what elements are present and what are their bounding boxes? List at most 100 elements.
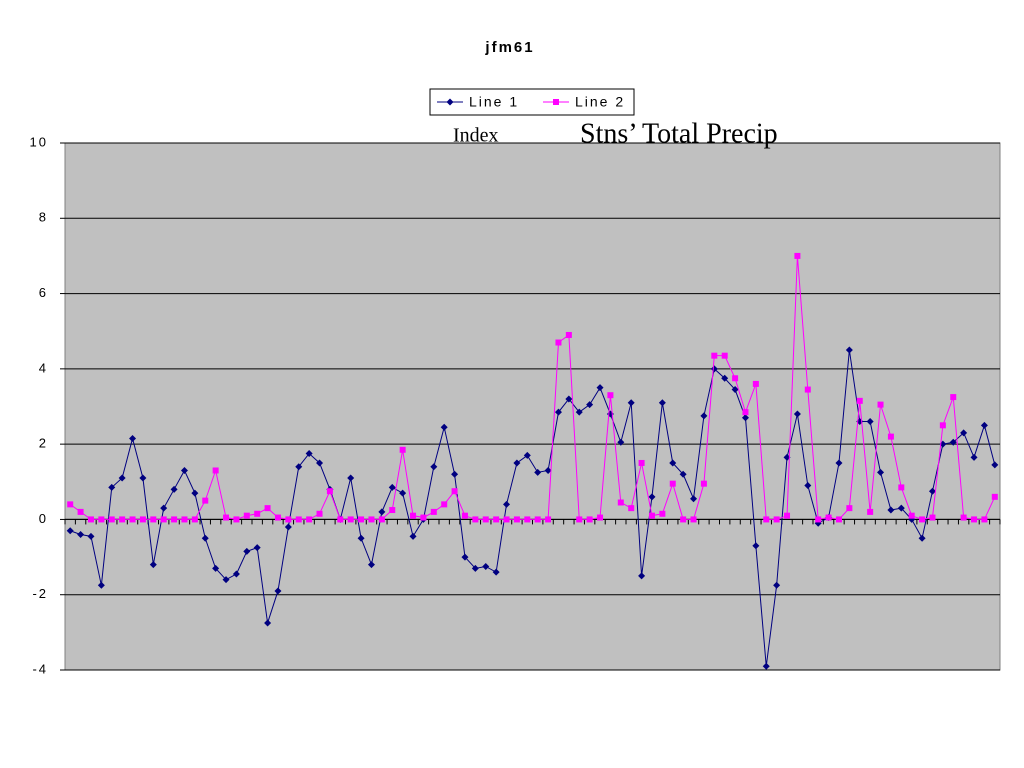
marker: [741, 414, 749, 422]
marker: [669, 480, 676, 487]
marker: [440, 423, 448, 431]
marker: [565, 395, 573, 403]
marker: [482, 516, 489, 523]
marker: [472, 516, 479, 523]
marker: [679, 470, 687, 478]
marker: [191, 489, 199, 497]
marker: [254, 510, 261, 517]
marker: [555, 339, 562, 346]
marker: [181, 516, 188, 523]
marker: [575, 408, 583, 416]
marker: [919, 516, 926, 523]
marker: [617, 438, 625, 446]
marker: [793, 410, 801, 418]
marker: [223, 514, 230, 521]
marker: [576, 516, 583, 523]
marker: [856, 397, 863, 404]
marker: [784, 512, 791, 519]
marker: [846, 505, 853, 512]
marker: [451, 488, 458, 495]
marker: [201, 534, 209, 542]
marker: [87, 516, 94, 523]
marker: [378, 516, 385, 523]
marker: [420, 514, 427, 521]
marker: [929, 514, 936, 521]
marker: [545, 516, 552, 523]
marker: [482, 562, 490, 570]
y-tick-label: 0: [39, 511, 48, 526]
marker: [441, 501, 448, 508]
y-tick-label: 8: [39, 210, 48, 225]
marker: [877, 468, 885, 476]
marker: [960, 514, 967, 521]
marker: [524, 516, 531, 523]
marker: [97, 581, 105, 589]
marker: [409, 532, 417, 540]
marker: [493, 516, 500, 523]
marker: [367, 561, 375, 569]
marker: [721, 374, 729, 382]
marker: [991, 493, 998, 500]
marker: [378, 508, 386, 516]
marker: [347, 474, 355, 482]
marker: [471, 564, 479, 572]
marker: [388, 483, 396, 491]
marker: [202, 497, 209, 504]
marker: [877, 401, 884, 408]
marker: [700, 412, 708, 420]
marker: [918, 534, 926, 542]
marker: [991, 461, 999, 469]
marker: [690, 516, 697, 523]
marker: [586, 401, 594, 409]
marker: [554, 408, 562, 416]
marker: [794, 252, 801, 259]
marker: [285, 516, 292, 523]
marker: [284, 523, 292, 531]
marker: [108, 516, 115, 523]
marker: [513, 459, 521, 467]
marker: [212, 564, 220, 572]
marker: [368, 516, 375, 523]
marker: [648, 493, 656, 501]
marker: [295, 463, 303, 471]
marker: [680, 516, 687, 523]
marker: [513, 516, 520, 523]
marker: [617, 499, 624, 506]
marker: [357, 534, 365, 542]
marker: [67, 501, 74, 508]
marker: [347, 516, 354, 523]
marker: [534, 516, 541, 523]
legend-label: Line 1: [469, 94, 519, 110]
marker: [87, 532, 95, 540]
marker: [835, 459, 843, 467]
y-tick-label: 6: [39, 285, 48, 300]
marker: [980, 421, 988, 429]
marker: [981, 516, 988, 523]
marker: [139, 516, 146, 523]
marker: [908, 512, 915, 519]
marker: [867, 508, 874, 515]
marker: [77, 508, 84, 515]
marker: [171, 516, 178, 523]
marker: [607, 392, 614, 399]
marker: [492, 568, 500, 576]
marker: [710, 365, 718, 373]
marker: [139, 474, 147, 482]
marker: [98, 516, 105, 523]
legend-marker: [446, 98, 454, 106]
marker: [815, 516, 822, 523]
chart-title: jfm61: [484, 39, 534, 56]
y-tick-label: 4: [39, 360, 48, 375]
marker: [461, 512, 468, 519]
marker: [274, 587, 282, 595]
marker: [586, 516, 593, 523]
marker: [638, 459, 645, 466]
marker: [804, 386, 811, 393]
legend-marker: [553, 99, 559, 105]
marker: [430, 463, 438, 471]
marker: [928, 487, 936, 495]
marker: [773, 581, 781, 589]
marker: [306, 516, 313, 523]
marker: [950, 394, 957, 401]
